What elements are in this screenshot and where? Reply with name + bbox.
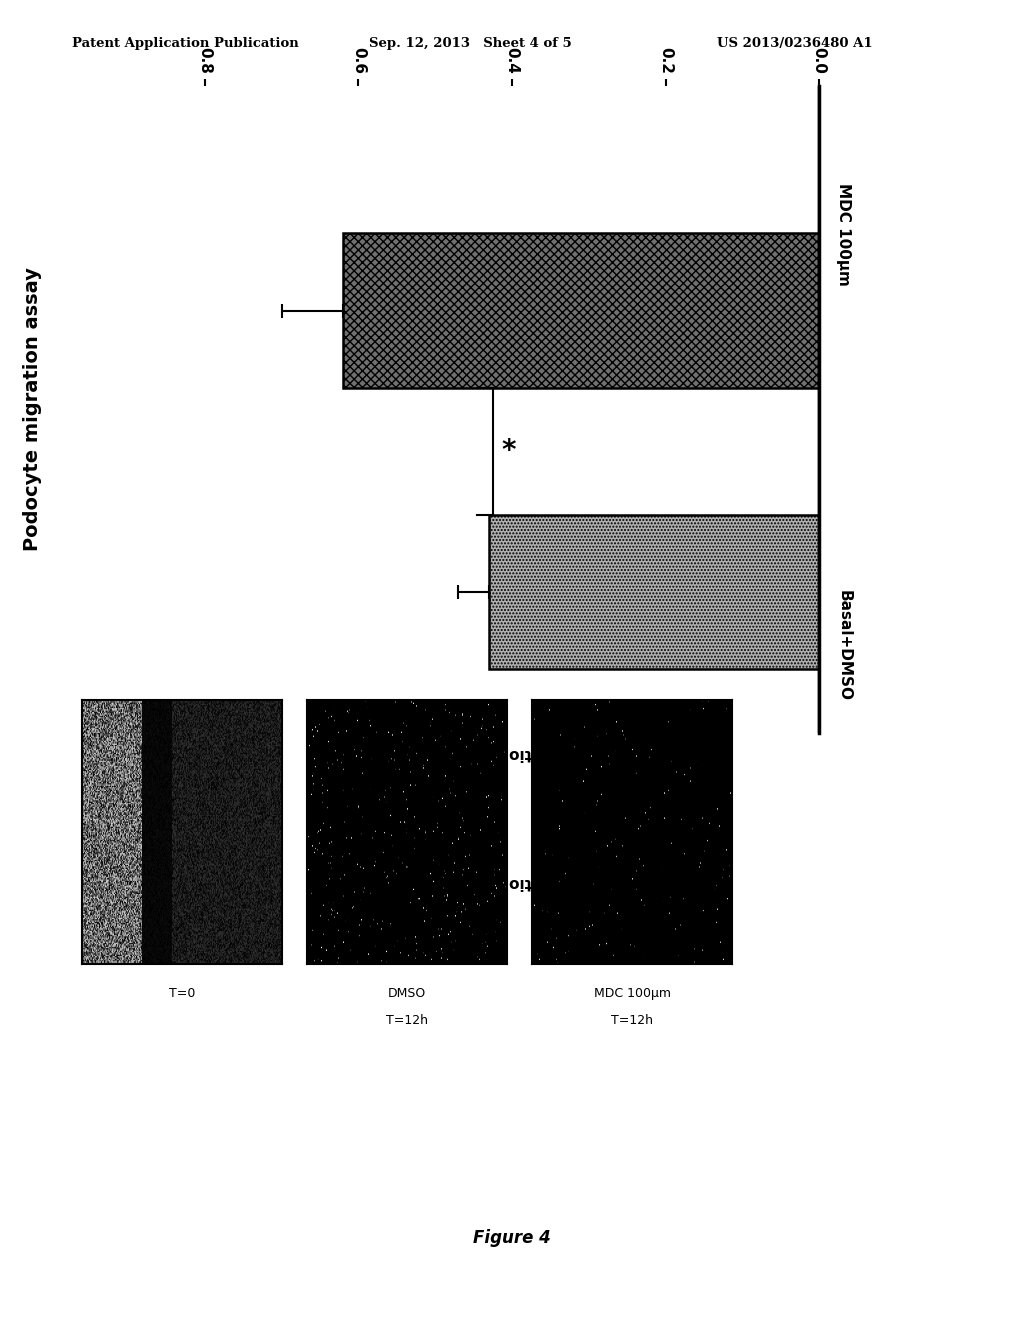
Text: T=12h: T=12h <box>611 1014 653 1027</box>
Text: Basal+DMSO: Basal+DMSO <box>837 590 851 701</box>
Text: US 2013/0236480 A1: US 2013/0236480 A1 <box>717 37 872 50</box>
Text: DMSO: DMSO <box>388 987 426 1001</box>
Text: Podocyte migration assay: Podocyte migration assay <box>24 267 42 552</box>
Text: T=12h: T=12h <box>386 1014 428 1027</box>
Text: *: * <box>502 437 516 466</box>
Bar <box>343 234 819 388</box>
Text: Figure 4: Figure 4 <box>473 1229 551 1247</box>
Text: Patent Application Publication: Patent Application Publication <box>72 37 298 50</box>
Bar <box>489 515 819 669</box>
Text: podocyte migration area/T=0 (mm²): podocyte migration area/T=0 (mm²) <box>357 875 667 890</box>
Text: Sep. 12, 2013 Sheet 4 of 5: Sep. 12, 2013 Sheet 4 of 5 <box>369 37 571 50</box>
X-axis label: podocyte migration area/T=0 (mm²): podocyte migration area/T=0 (mm²) <box>357 747 667 762</box>
Text: T=0: T=0 <box>169 987 195 1001</box>
Text: MDC 100μm: MDC 100μm <box>594 987 671 1001</box>
Text: MDC 100μm: MDC 100μm <box>837 182 851 285</box>
